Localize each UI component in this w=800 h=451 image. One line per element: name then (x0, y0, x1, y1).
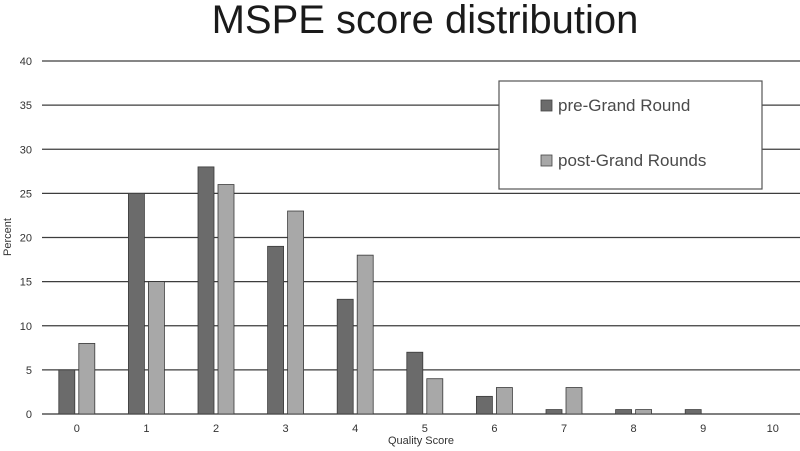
y-tick-label: 0 (26, 409, 32, 421)
x-tick-label: 4 (352, 423, 358, 435)
y-tick-label: 30 (20, 144, 32, 156)
bar-post-0 (78, 342, 96, 415)
bar-pre-6 (475, 395, 493, 415)
y-axis-label: Percent (2, 218, 14, 256)
bar-post-8 (635, 409, 652, 415)
y-tick-label: 10 (20, 321, 32, 333)
y-tick-label: 20 (20, 233, 32, 245)
bar-pre-0 (58, 369, 76, 415)
legend-swatch-pre (540, 99, 553, 112)
bar-post-3 (287, 210, 305, 415)
x-axis-ticks: 0 1 2 3 4 5 6 7 8 9 10 (74, 423, 779, 435)
y-axis-ticks: 0 5 10 15 20 25 30 35 40 (20, 56, 32, 421)
x-axis-label: Quality Score (388, 435, 454, 447)
bar-pre-3 (267, 245, 285, 415)
bar-pre-7 (545, 409, 563, 415)
x-tick-label: 8 (631, 423, 637, 435)
x-tick-label: 7 (561, 423, 567, 435)
legend-swatch-post (540, 154, 553, 167)
x-tick-label: 5 (422, 423, 428, 435)
bar-pre-8 (615, 409, 632, 415)
y-tick-label: 15 (20, 277, 32, 289)
y-tick-label: 40 (20, 56, 32, 68)
chart-title: MSPE score distribution (212, 0, 639, 42)
x-tick-label: 2 (213, 423, 219, 435)
bar-pre-1 (127, 192, 145, 415)
x-tick-label: 6 (491, 423, 497, 435)
legend-label-post: post-Grand Rounds (558, 151, 706, 170)
gridlines (42, 60, 800, 415)
bars (58, 166, 702, 415)
legend-box (498, 80, 763, 190)
bar-post-5 (426, 378, 444, 415)
bar-post-6 (495, 387, 513, 415)
bar-post-2 (217, 184, 235, 415)
bar-pre-4 (336, 298, 354, 415)
y-tick-label: 5 (26, 365, 32, 377)
y-tick-label: 25 (20, 188, 32, 200)
legend: pre-Grand Round post-Grand Rounds (498, 80, 763, 190)
x-tick-label: 1 (143, 423, 149, 435)
bar-post-1 (147, 281, 165, 415)
x-tick-label: 9 (700, 423, 706, 435)
bar-post-4 (356, 254, 374, 415)
legend-label-pre: pre-Grand Round (558, 96, 690, 115)
x-tick-label: 3 (283, 423, 289, 435)
bar-post-7 (565, 387, 583, 415)
x-tick-label: 0 (74, 423, 80, 435)
y-tick-label: 35 (20, 100, 32, 112)
bar-pre-2 (197, 166, 215, 415)
bar-pre-5 (406, 351, 424, 415)
x-tick-label: 10 (767, 423, 779, 435)
bar-pre-9 (684, 409, 702, 415)
